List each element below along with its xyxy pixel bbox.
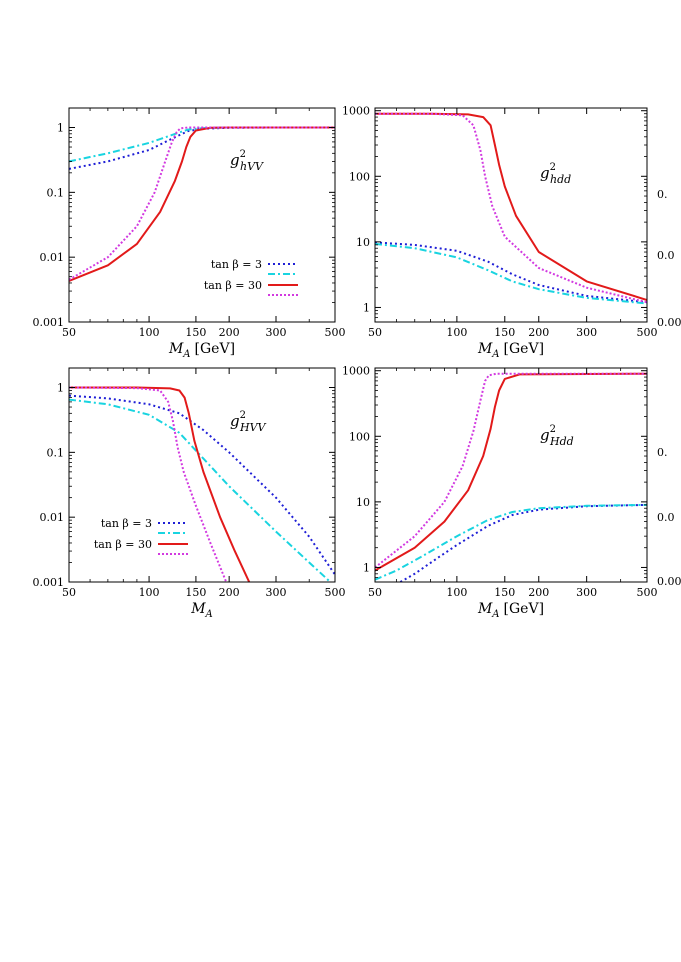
series-line-1 [399,503,647,582]
x-tick-label: 100 [139,586,160,599]
y-tick-label: 0.1 [47,446,65,459]
x-tick-label: 300 [265,586,286,599]
y-tick-label: 0.1 [47,186,65,199]
y-tick-label: 10 [356,236,370,249]
y-tick-label: 10 [356,496,370,509]
series-line-4 [69,126,335,281]
x-tick-label: 100 [139,326,160,339]
x-tick-label: 500 [637,586,658,599]
panel-label: g2 hVV [230,149,264,173]
series-line-1 [375,241,647,304]
plot-frame [68,367,336,583]
x-axis-label: MA [190,601,213,620]
panel-1: 50 100 150 200 300 500 0.001 0.01 0.1 1 MA [GeV] g2 h… [33,107,346,360]
legend-label: tan β = 30 [94,538,152,551]
y-tick-label: 100 [349,430,370,443]
series-line-2 [69,126,335,163]
y-tick-label: 1 [57,122,64,135]
x-tick-label: 500 [325,326,346,339]
edge-fragment-label: 0. [657,188,668,201]
series-line-3 [69,126,335,282]
panel-label: g2 Hdd [540,424,574,448]
series-line-3 [375,372,647,572]
y-tick-label: 1 [363,301,370,314]
panel-2: 50 100 150 200 300 500 1 10 100 1000 MA [GeV] g2 hdd [342,105,658,360]
x-tick-label: 200 [219,586,240,599]
x-tick-label: 200 [219,326,240,339]
x-tick-label: 300 [576,586,597,599]
x-tick-label: 150 [185,586,206,599]
y-tick-label: 1000 [342,365,370,378]
panel-4: 50 100 150 200 300 500 1 10 100 1000 MA [GeV] g2 Hdd [342,365,658,620]
series-line-2 [69,398,331,582]
series-line-2 [375,242,647,305]
series-line-3 [69,386,251,582]
x-tick-label: 150 [494,326,515,339]
x-tick-label: 300 [576,326,597,339]
series-line-4 [375,372,647,569]
edge-fragment-label: 0. [657,446,668,459]
x-tick-label: 300 [265,326,286,339]
panel-label: g2 HVV [230,410,267,434]
legend-label: tan β = 3 [211,258,262,271]
edge-fragment-label: 0.00 [657,316,681,329]
x-axis-label: MA [GeV] [477,601,544,620]
y-tick-label: 1000 [342,105,370,118]
x-tick-label: 150 [494,586,515,599]
x-tick-label: 200 [528,586,549,599]
x-tick-label: 500 [637,326,658,339]
plot-frame [68,107,336,323]
x-tick-label: 100 [446,586,467,599]
plot-frame [374,107,648,323]
series-line-4 [69,386,228,582]
x-axis-label: MA [GeV] [477,341,544,360]
legend-label: tan β = 30 [204,279,262,292]
y-tick-label: 0.01 [40,511,65,524]
x-tick-label: 100 [446,326,467,339]
series-line-1 [69,126,335,170]
legend-label: tan β = 3 [101,517,152,530]
x-tick-label: 500 [325,586,346,599]
y-tick-label: 0.01 [40,251,65,264]
y-tick-label: 0.001 [33,576,65,589]
series-line-1 [69,394,335,576]
edge-fragment-label: 0.0 [657,511,675,524]
legend: tan β = 3 tan β = 30 [94,517,188,555]
x-tick-label: 50 [368,326,382,339]
y-tick-label: 1 [363,561,370,574]
x-tick-label: 50 [62,586,76,599]
series-line-4 [375,112,647,304]
series-line-2 [375,503,647,581]
edge-fragment-label: 0.00 [657,575,681,588]
edge-fragment-label: 0.0 [657,249,675,262]
x-tick-label: 150 [185,326,206,339]
plot-frame [374,367,648,583]
y-tick-label: 1 [57,382,64,395]
y-tick-label: 0.001 [33,316,65,329]
x-axis-label: MA [GeV] [168,341,235,360]
x-tick-label: 200 [528,326,549,339]
y-tick-label: 100 [349,170,370,183]
legend: tan β = 3 tan β = 30 [204,258,298,296]
x-tick-label: 50 [62,326,76,339]
x-tick-label: 50 [368,586,382,599]
panel-label: g2 hdd [540,162,571,186]
panel-3: 50 100 150 200 300 500 0.001 0.01 0.1 1 MA g2 HVV tan… [33,367,346,620]
series-line-3 [375,112,647,301]
